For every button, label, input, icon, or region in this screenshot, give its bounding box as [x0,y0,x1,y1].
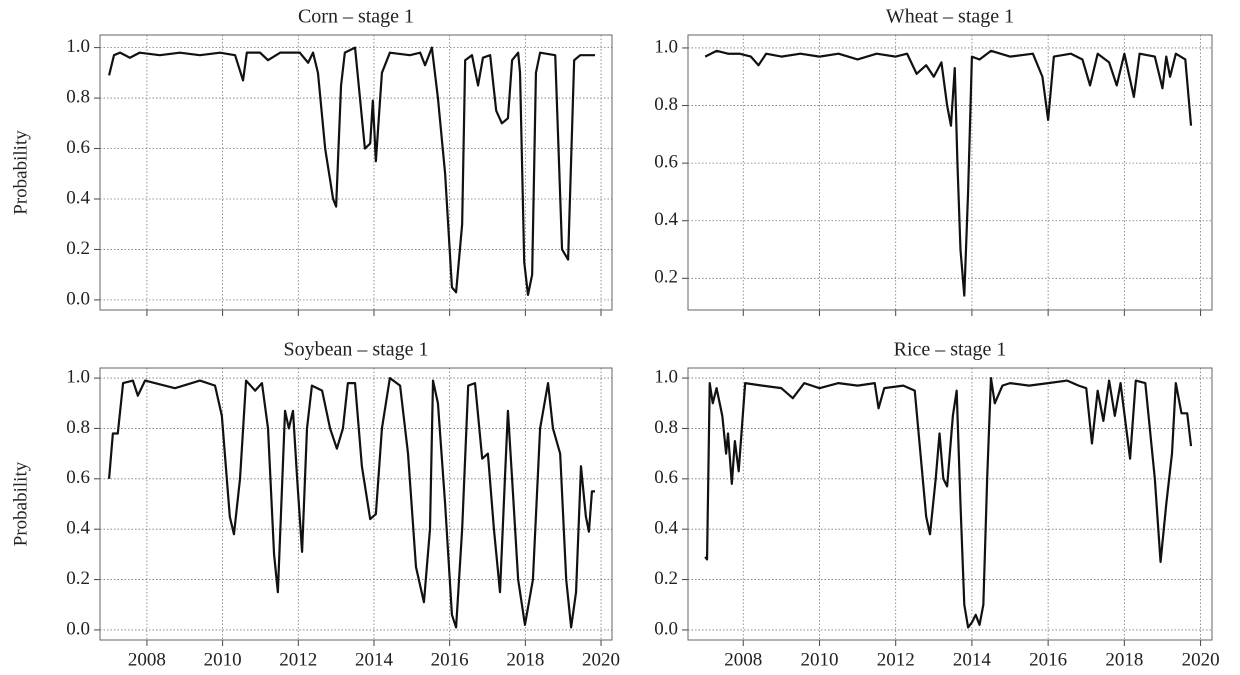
y-tick-label: 0.4 [654,209,678,230]
data-line [107,376,595,629]
y-tick-label: 0.2 [654,568,678,589]
x-tick-label: 2014 [355,649,394,670]
x-tick-label: 2010 [204,649,242,670]
y-tick-label: 0.0 [654,618,678,639]
x-tick-label: 2014 [953,649,992,670]
y-tick-label: 0.6 [66,467,90,488]
y-tick-label: 0.8 [66,417,90,438]
panel-title: Soybean – stage 1 [284,339,429,361]
y-tick-label: 0.4 [66,187,90,208]
y-tick-label: 0.8 [66,86,90,107]
y-tick-label: 1.0 [66,36,90,57]
y-tick-label: 0.6 [654,152,678,173]
x-tick-label: 2016 [1029,649,1067,670]
y-tick-label: 0.8 [654,417,678,438]
x-tick-label: 2020 [582,649,620,670]
panel-title: Corn – stage 1 [298,6,414,28]
y-tick-label: 0.4 [654,518,678,539]
data-line [704,49,1193,297]
x-tick-label: 2008 [128,649,166,670]
plot-frame [99,367,613,641]
plot-frame [99,34,613,311]
y-tick-label: 0.0 [66,288,90,309]
x-tick-label: 2010 [800,649,838,670]
x-tick-label: 2012 [279,649,317,670]
y-tick-label: 0.2 [66,238,90,259]
x-tick-label: 2012 [877,649,915,670]
y-tick-label: 0.8 [654,94,678,115]
y-tick-label: 0.0 [66,618,90,639]
y-axis-label: Probability [10,130,31,215]
plot-frame [687,34,1213,311]
data-line [704,376,1193,629]
data-line [108,46,595,296]
x-tick-label: 2018 [506,649,544,670]
y-tick-label: 0.2 [66,568,90,589]
y-tick-label: 1.0 [654,36,678,57]
plot-frame [687,367,1213,641]
x-tick-label: 2018 [1105,649,1143,670]
y-tick-label: 0.6 [66,137,90,158]
y-tick-label: 1.0 [66,366,90,387]
x-tick-label: 2020 [1182,649,1220,670]
y-tick-label: 1.0 [654,366,678,387]
panel-title: Rice – stage 1 [894,339,1007,361]
y-axis-label: Probability [10,461,31,546]
panel-title: Wheat – stage 1 [886,6,1014,28]
y-tick-label: 0.4 [66,518,90,539]
x-tick-label: 2016 [431,649,469,670]
y-tick-label: 0.6 [654,467,678,488]
y-tick-label: 0.2 [654,267,678,288]
x-tick-label: 2008 [724,649,762,670]
